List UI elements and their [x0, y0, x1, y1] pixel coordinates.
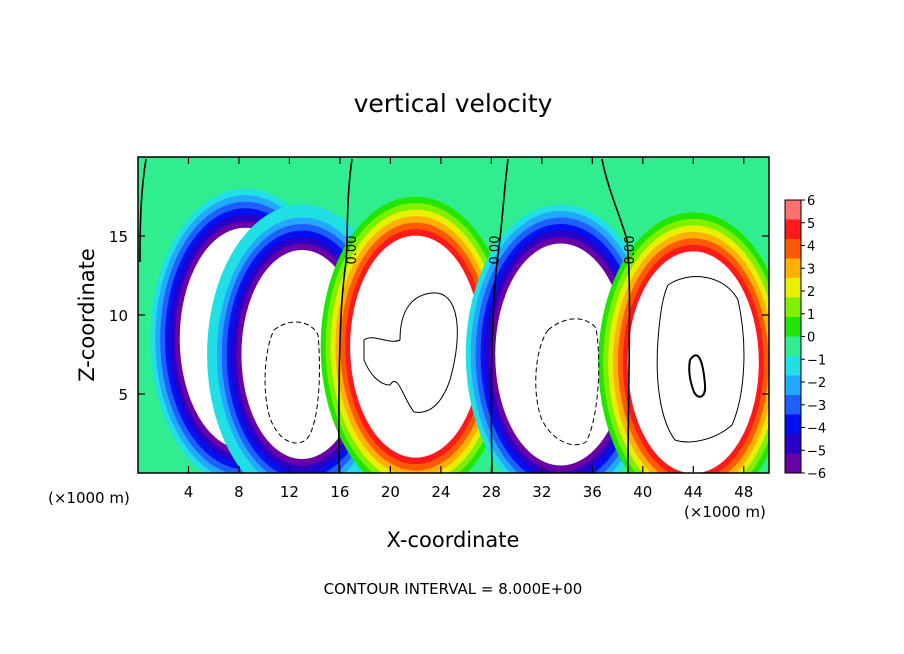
- colorbar-segment-8: [785, 356, 801, 376]
- x-tick-label-3: 16: [330, 483, 349, 501]
- colorbar-segment-6: [785, 317, 801, 337]
- x-axis-ticks: 4 8 12 16 20 24 28 32 36 40 44 48: [184, 157, 753, 501]
- contour-interval-footer: CONTOUR INTERVAL = 8.000E+00: [324, 580, 583, 598]
- colorbar-tick-label-3: 3: [807, 262, 815, 277]
- colorbar-tick-label-9: −3: [807, 399, 826, 414]
- zero-contour-1: [338, 158, 353, 473]
- x-tick-label-10: 44: [684, 483, 703, 501]
- colorbar-segment-11: [785, 414, 801, 435]
- colorbar-tick-label-8: −2: [807, 376, 826, 391]
- colorbar-tick-label-5: 1: [807, 308, 815, 323]
- colorbar-tick-label-1: 5: [807, 217, 815, 232]
- x-tick-label-2: 12: [280, 483, 299, 501]
- y-tick-label-1: 10: [109, 307, 128, 325]
- colorbar-tick-label-2: 4: [807, 240, 815, 255]
- colorbar-tick-label-10: −4: [807, 422, 826, 437]
- colorbar-tick-label-11: −5: [807, 444, 826, 459]
- x-tick-label-11: 48: [734, 483, 753, 501]
- dashed-contour-downdraft-1: [264, 321, 320, 444]
- colorbar-segment-0: [785, 200, 801, 220]
- contour-label-2: 0.00: [488, 236, 503, 265]
- colorbar-tick-label-12: −6: [807, 467, 826, 482]
- zero-contour-3: [601, 158, 631, 473]
- inner-contour-updraft-1: [363, 292, 458, 413]
- colorbar-segment-2: [785, 239, 801, 259]
- contour-lines: [139, 158, 745, 473]
- field-cell-3-level-12: [524, 282, 597, 427]
- colorbar-tick-label-4: 2: [807, 285, 815, 300]
- colorbar-segment-3: [785, 258, 801, 279]
- colorbar-segment-7: [785, 336, 801, 357]
- colorbar-tick-label-7: −1: [807, 353, 826, 368]
- x-unit-right: (×1000 m): [684, 503, 766, 521]
- plot-area: 0.00 0.00 0.00: [138, 157, 769, 473]
- colorbar-segment-1: [785, 219, 801, 240]
- y-tick-label-2: 15: [109, 228, 128, 246]
- contour-label-1: 0.00: [345, 236, 360, 265]
- x-tick-label-8: 36: [583, 483, 602, 501]
- chart-title: vertical velocity: [354, 89, 553, 118]
- x-tick-label-9: 40: [633, 483, 652, 501]
- x-unit-left: (×1000 m): [48, 489, 130, 507]
- x-tick-label-5: 24: [431, 483, 450, 501]
- x-tick-label-6: 28: [482, 483, 501, 501]
- colorbar-segment-9: [785, 375, 801, 396]
- colorbar-segment-4: [785, 278, 801, 298]
- colorbar-segment-13: [785, 453, 801, 474]
- field-cell-4-level-12: [657, 290, 730, 435]
- inner-contour-core: [688, 354, 707, 398]
- zero-contour-edge: [139, 158, 147, 263]
- colorbar-segment-5: [785, 297, 801, 318]
- dashed-contour-downdraft-2: [535, 318, 600, 446]
- contour-labels: 0.00 0.00 0.00: [345, 236, 638, 265]
- colorbar-segment-12: [785, 434, 801, 454]
- x-tick-label-1: 8: [234, 483, 244, 501]
- contour-label-3: 0.00: [623, 236, 638, 265]
- field-cell-1-level-12: [265, 282, 339, 427]
- inner-contour-updraft-2: [656, 276, 745, 443]
- colorbar-tick-label-6: 0: [807, 331, 815, 346]
- field-cell-2-level-12: [379, 274, 452, 419]
- colorbar: 6 5 4 3 2 1 0 −1 −2 −3 −4 −5 −6: [784, 194, 826, 482]
- x-tick-label-0: 4: [184, 483, 194, 501]
- velocity-field: [150, 188, 769, 473]
- y-axis-ticks: 5 10 15: [109, 228, 769, 404]
- x-tick-label-7: 32: [532, 483, 551, 501]
- y-tick-label-0: 5: [118, 386, 128, 404]
- x-tick-label-4: 20: [381, 483, 400, 501]
- y-axis-label: Z-coordinate: [75, 248, 99, 382]
- zero-contour-2: [490, 158, 509, 473]
- colorbar-segment-10: [785, 395, 801, 415]
- x-axis-label: X-coordinate: [387, 528, 520, 552]
- colorbar-tick-label-0: 6: [807, 194, 815, 209]
